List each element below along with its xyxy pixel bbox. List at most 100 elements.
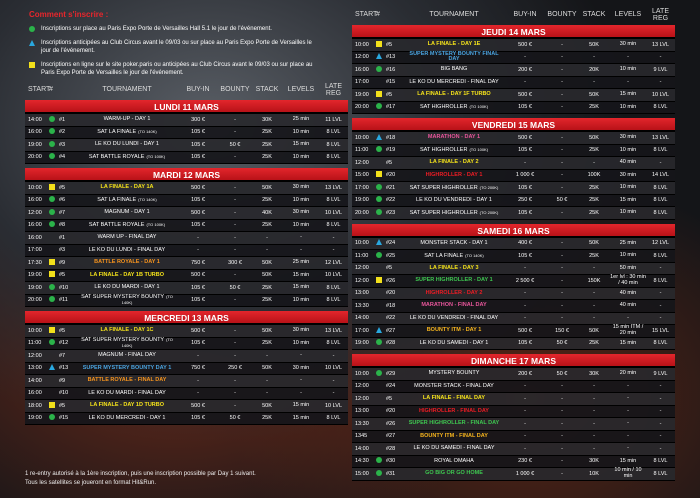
- num: #28: [386, 340, 396, 347]
- tournament-name: ROYAL OMAHA: [434, 457, 474, 464]
- icon-cell: [376, 90, 386, 99]
- levels: 10 min: [619, 209, 637, 215]
- icon-cell: [49, 221, 59, 229]
- late-reg: 8 LVL: [326, 129, 341, 136]
- buy-in: 105 €: [191, 297, 205, 304]
- buy-in: -: [197, 377, 199, 384]
- num: #5: [59, 184, 66, 191]
- schedule-row: 12:00 #7 MAGNUM - DAY 1 500 € - 40K 30 min 10 L…: [25, 207, 348, 220]
- levels: -: [627, 395, 629, 401]
- start: 16:00: [355, 66, 369, 73]
- stack: 100K: [587, 172, 601, 179]
- tournament-cell: MONSTER STACK - FINAL DAY: [404, 383, 504, 390]
- buy-in: 750 €: [191, 259, 205, 266]
- bounty: -: [561, 302, 563, 309]
- schedule-row: 15:00 #31 GO BIG OR GO HOME 1 000 € - 10K 10 m…: [352, 468, 675, 481]
- icon: [49, 153, 55, 160]
- bounty: -: [561, 383, 563, 390]
- num: #26: [386, 277, 396, 284]
- tournament-cell: LA FINALE - DAY 1B TURBO: [77, 272, 177, 279]
- stack: -: [266, 234, 268, 241]
- late-reg: 12 LVL: [324, 259, 343, 266]
- tournament-cell: SUPER HIGHROLLER - DAY 1: [404, 277, 504, 284]
- num: #16: [386, 66, 396, 73]
- num: #18: [386, 134, 396, 141]
- schedule-row: 14:00 #28 LE KO DU SAMEDI - FINAL DAY - - - - -: [352, 443, 675, 456]
- bounty: 250 €: [228, 365, 242, 372]
- late-reg: 8 LVL: [653, 252, 668, 259]
- icon-cell: [376, 103, 386, 111]
- late-reg: 11 LVL: [325, 116, 342, 123]
- tournament-cell: LE KO DU VENDREDI - DAY 1: [404, 197, 504, 204]
- levels: 30 min: [292, 209, 310, 215]
- column-header: START: [28, 86, 51, 93]
- bounty: -: [234, 234, 236, 241]
- icon: [376, 251, 382, 258]
- schedule-row: 14:00 #1 WARM-UP - DAY 1 300 € - 30K 25 min 11 …: [25, 114, 348, 127]
- icon: [376, 183, 382, 190]
- late-reg: 8 LVL: [326, 141, 341, 148]
- tournament-name: SUPER MYSTERY BOUNTY DAY 1: [82, 364, 172, 371]
- day-rows: 10:00 #5 LA FINALE - DAY 1E 500 € - 50K 30 min…: [352, 39, 675, 114]
- late-reg: 8 LVL: [326, 297, 341, 304]
- start: 20:00: [28, 297, 42, 304]
- tournament-cell: LE KO DU LUNDI - FINAL DAY: [77, 247, 177, 254]
- bullet: Inscriptions sur place au Paris Expo Por…: [29, 25, 319, 33]
- start: 19:00: [28, 272, 42, 279]
- tournament-cell: WARM UP - FINAL DAY: [77, 234, 177, 241]
- stack: 50K: [262, 365, 272, 372]
- num: #3: [59, 247, 66, 254]
- schedule-row: 19:00 #22 LE KO DU VENDREDI - DAY 1 250 € 50…: [352, 194, 675, 207]
- icon-cell: [376, 239, 386, 247]
- buy-in: 250 €: [518, 197, 532, 204]
- start: 12:00: [28, 352, 42, 359]
- stack: 25K: [262, 340, 272, 347]
- schedule-row: 10:00 #5 LA FINALE - DAY 1A 500 € - 50K 30 min…: [25, 182, 348, 195]
- tournament-note: (TO 200K): [479, 184, 499, 190]
- tournament-cell: MAGNUM - FINAL DAY: [77, 352, 177, 359]
- levels: 15 min: [619, 339, 637, 346]
- schedule-row: 10:00 #5 LA FINALE - DAY 1C 500 € - 50K 30 min…: [25, 325, 348, 338]
- tournament-cell: BIG BANG: [404, 66, 504, 73]
- buy-in: 2 500 €: [515, 277, 535, 284]
- bounty: -: [234, 352, 236, 359]
- buy-in: 1 000 €: [515, 172, 535, 179]
- stack: 25K: [589, 147, 599, 154]
- late-reg: -: [659, 395, 662, 402]
- footnote: Tous les satellites se joueront en forma…: [25, 480, 157, 486]
- start: 16:00: [28, 390, 42, 397]
- bullet: Inscriptions en ligne sur le site poker.…: [29, 61, 319, 77]
- icon-cell: [49, 283, 59, 292]
- icon: [376, 90, 382, 97]
- stack: -: [266, 377, 268, 384]
- bounty: -: [234, 184, 236, 191]
- num: #6: [59, 197, 66, 204]
- levels: 15 min: [619, 457, 637, 464]
- buy-in: 500 €: [191, 209, 205, 216]
- num: #5: [386, 265, 393, 272]
- levels: 10 min: [292, 128, 310, 135]
- column-header: LATE REG: [652, 7, 669, 22]
- tournament-name: WARM-UP - DAY 1: [103, 116, 151, 122]
- schedule-row: 16:00 #16 BIG BANG 200 € - 20K 10 min 9 LVL: [352, 64, 675, 77]
- buy-in: 400 €: [518, 240, 532, 247]
- bounty: 50 €: [229, 284, 241, 291]
- tournament-name: LE KO DU LUNDI - DAY 1: [95, 141, 159, 147]
- start: 19:00: [28, 415, 42, 422]
- tournament-cell: LA FINALE - DAY 2: [404, 159, 504, 166]
- schedule-row: 19:00 #15 LE KO DU MERCREDI - DAY 1 105 € 50…: [25, 412, 348, 425]
- start: 12:00: [355, 383, 369, 390]
- tournament-cell: WARM-UP - DAY 1: [77, 116, 177, 123]
- icon-cell: [376, 469, 386, 478]
- tournament-cell: LA FINALE - DAY 1E: [404, 41, 504, 48]
- num: #15: [386, 79, 396, 86]
- schedule-row: 12:00 #5 LA FINALE - DAY 3 - - - 50 min -: [352, 262, 675, 275]
- stack: 50K: [589, 91, 599, 98]
- late-reg: -: [659, 445, 662, 452]
- stack: 50K: [589, 240, 599, 247]
- tournament-name: SAT SUPER HIGHROLLER: [409, 184, 478, 191]
- schedule-row: 20:00 #11 SAT SUPER MYSTERY BOUNTY (TO 140K…: [25, 294, 348, 307]
- tournament-cell: LE KO DU SAMEDI - DAY 1: [404, 340, 504, 347]
- stack: 50K: [262, 184, 272, 191]
- tournament-name: HIGHROLLER - DAY 1: [425, 171, 483, 178]
